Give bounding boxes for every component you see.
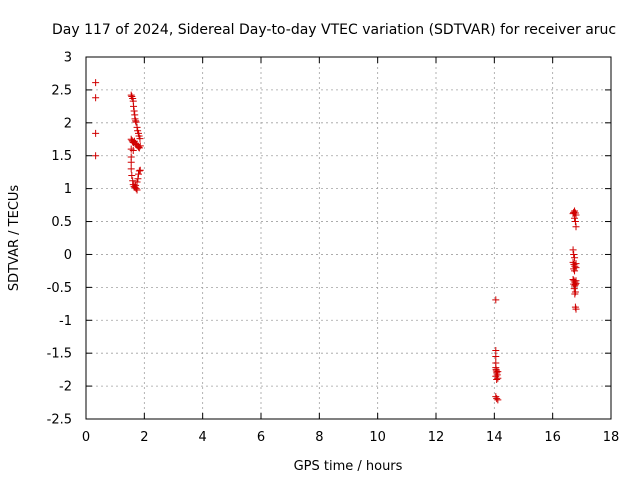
data-point-marker	[127, 165, 135, 173]
data-point-marker	[130, 102, 138, 110]
data-point-marker	[133, 186, 141, 194]
data-point-marker	[132, 185, 140, 193]
data-point-marker	[570, 250, 578, 258]
data-point-marker	[572, 264, 580, 272]
x-axis-ticks: 0 2 4 6 8 10 12 14 16 18	[82, 57, 619, 445]
data-point-marker	[492, 347, 500, 355]
y-axis-ticks: -2.5 -2 -1.5 -1 -0.5 0 0.5 1 1.5 2 2.5 3	[47, 51, 611, 428]
data-point-marker	[133, 123, 141, 131]
x-tick-label: 12	[428, 430, 445, 445]
data-point-marker	[569, 246, 577, 254]
data-point-marker	[129, 146, 137, 154]
data-point-marker	[494, 368, 502, 376]
y-tick-label: -2	[59, 380, 72, 395]
y-tick-label: 0.5	[51, 215, 72, 230]
data-point-marker	[571, 290, 579, 298]
x-tick-label: 8	[315, 430, 323, 445]
data-point-marker	[572, 305, 580, 313]
y-tick-label: 1.5	[51, 149, 72, 164]
data-point-marker	[492, 296, 500, 304]
x-tick-label: 10	[369, 430, 386, 445]
data-point-marker	[571, 281, 579, 289]
grid-lines	[86, 57, 611, 419]
data-point-marker	[130, 107, 138, 115]
data-point-marker	[570, 285, 578, 293]
data-point-marker	[571, 214, 579, 222]
data-point-marker	[92, 79, 100, 87]
data-point-marker	[132, 181, 140, 189]
data-point-marker	[136, 135, 144, 143]
data-point-marker	[128, 171, 136, 179]
data-point-marker	[136, 142, 144, 150]
x-tick-label: 16	[544, 430, 561, 445]
data-point-marker	[571, 254, 579, 262]
data-point-marker	[492, 352, 500, 360]
data-point-marker	[494, 396, 502, 404]
y-tick-label: 3	[64, 51, 72, 66]
data-point-marker	[135, 170, 142, 178]
y-tick-label: 2.5	[51, 83, 72, 98]
data-point-marker	[136, 166, 144, 174]
data-point-marker	[493, 395, 501, 403]
chart-title: Day 117 of 2024, Sidereal Day-to-day VTE…	[52, 22, 616, 38]
y-tick-label: -2.5	[47, 413, 72, 428]
y-tick-label: 2	[64, 116, 72, 131]
x-tick-label: 14	[486, 430, 503, 445]
data-point-marker	[572, 223, 580, 231]
plot-frame	[85, 56, 612, 420]
data-point-marker	[132, 117, 140, 125]
x-tick-label: 0	[82, 430, 90, 445]
data-points	[92, 79, 580, 404]
data-point-marker	[92, 152, 100, 160]
y-tick-label: -1	[59, 314, 72, 329]
data-point-marker	[493, 371, 501, 379]
y-tick-label: -0.5	[47, 281, 72, 296]
x-tick-label: 4	[199, 430, 207, 445]
data-point-marker	[92, 129, 100, 137]
x-tick-label: 2	[140, 430, 148, 445]
data-point-marker	[571, 218, 579, 226]
data-point-marker	[572, 277, 580, 285]
x-tick-label: 18	[603, 430, 620, 445]
y-tick-label: 1	[64, 182, 72, 197]
x-tick-label: 6	[257, 430, 265, 445]
data-point-marker	[127, 158, 135, 166]
x-axis-label: GPS time / hours	[294, 459, 403, 474]
data-point-marker	[493, 376, 501, 384]
y-axis-label: SDTVAR / TECUs	[7, 185, 22, 292]
y-tick-label: -1.5	[47, 347, 72, 362]
data-point-marker	[135, 167, 143, 175]
data-point-marker	[133, 178, 141, 186]
data-point-marker	[572, 211, 580, 219]
data-point-marker	[132, 118, 140, 126]
data-point-marker	[571, 267, 579, 275]
data-point-marker	[129, 177, 137, 185]
data-point-marker	[135, 143, 142, 151]
data-point-marker	[494, 374, 502, 382]
data-point-marker	[129, 138, 137, 146]
y-tick-label: 0	[64, 248, 72, 263]
data-point-marker	[127, 91, 135, 99]
data-point-marker	[92, 94, 100, 102]
data-point-marker	[134, 175, 142, 183]
